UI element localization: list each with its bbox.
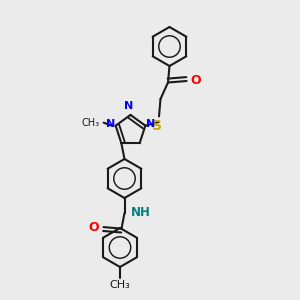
Text: NH: NH (131, 206, 151, 220)
Text: O: O (89, 220, 99, 234)
Text: O: O (190, 74, 201, 88)
Text: N: N (146, 119, 155, 129)
Text: N: N (106, 119, 115, 129)
Text: N: N (124, 101, 134, 111)
Text: CH₃: CH₃ (81, 118, 99, 128)
Text: S: S (152, 119, 163, 133)
Text: CH₃: CH₃ (110, 280, 130, 290)
